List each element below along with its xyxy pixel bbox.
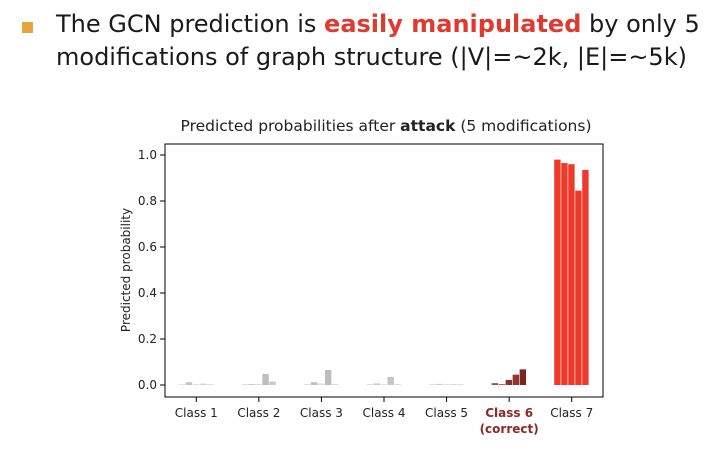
slide-headline: The GCN prediction is easily manipulated… bbox=[56, 8, 710, 74]
bar bbox=[366, 384, 373, 385]
bar bbox=[582, 169, 589, 385]
y-tick-label: 0.6 bbox=[138, 240, 157, 254]
headline-text-part1: The GCN prediction is bbox=[56, 10, 325, 38]
y-tick-label: 1.0 bbox=[138, 148, 157, 162]
bar bbox=[373, 383, 380, 385]
bar bbox=[519, 369, 527, 385]
y-tick-label: 0.2 bbox=[138, 332, 157, 346]
y-tick-label: 0.0 bbox=[138, 378, 157, 392]
bar bbox=[310, 382, 318, 385]
bar bbox=[443, 384, 450, 385]
bar bbox=[387, 376, 394, 385]
bar bbox=[561, 163, 568, 385]
headline-emphasis: easily manipulated bbox=[324, 10, 582, 38]
x-tick-label: Class 2 bbox=[237, 406, 280, 420]
x-tick-label: Class 5 bbox=[425, 406, 468, 420]
x-tick-label: Class 4 bbox=[362, 406, 405, 420]
chart-title-suffix: (5 modifications) bbox=[455, 117, 591, 135]
bar bbox=[436, 383, 443, 385]
bar bbox=[457, 384, 464, 385]
x-tick-label: Class 1 bbox=[175, 406, 218, 420]
bar bbox=[248, 384, 255, 385]
bar bbox=[255, 383, 262, 385]
bar bbox=[199, 383, 207, 385]
y-tick-label: 0.4 bbox=[138, 286, 157, 300]
bar bbox=[317, 383, 325, 385]
chart-title-bold: attack bbox=[400, 117, 456, 135]
x-tick-label: Class 6 bbox=[485, 406, 533, 420]
bar bbox=[185, 382, 193, 385]
x-tick-label: Class 3 bbox=[300, 406, 343, 420]
bar bbox=[380, 384, 387, 385]
bar bbox=[324, 370, 332, 385]
bar bbox=[554, 159, 561, 385]
bar bbox=[394, 384, 401, 385]
bar bbox=[498, 384, 506, 385]
chart-title: Predicted probabilities after attack (5 … bbox=[181, 117, 592, 135]
bar bbox=[331, 384, 339, 385]
y-axis: 0.0 0.2 0.4 0.6 0.8 1.0 bbox=[138, 148, 165, 392]
bar bbox=[206, 384, 214, 385]
bar bbox=[241, 384, 248, 385]
bar bbox=[269, 381, 276, 385]
bar bbox=[568, 164, 575, 385]
plot-frame bbox=[164, 143, 604, 398]
headline-text-part2: by only 5 modifications of graph structu… bbox=[56, 10, 700, 71]
x-axis: Class 1 Class 2 Class 3 Class 4 Class 5 Class… bbox=[175, 397, 593, 436]
bar bbox=[450, 384, 457, 385]
bars-group bbox=[178, 159, 589, 385]
chart-title-prefix: Predicted probabilities after bbox=[181, 117, 401, 135]
bar bbox=[512, 374, 520, 385]
bar bbox=[575, 190, 582, 385]
bar bbox=[192, 384, 200, 385]
bar bbox=[178, 384, 186, 385]
y-axis-label: Predicted probability bbox=[119, 208, 133, 332]
bar bbox=[505, 379, 513, 385]
bullet-square-icon bbox=[22, 22, 33, 33]
x-tick-sublabel: (correct) bbox=[480, 422, 539, 436]
x-tick-label: Class 7 bbox=[550, 406, 593, 420]
bullet-point: The GCN prediction is easily manipulated… bbox=[20, 8, 710, 74]
bar bbox=[303, 384, 311, 385]
y-tick-label: 0.8 bbox=[138, 194, 157, 208]
bar bbox=[262, 373, 269, 385]
bar bbox=[491, 383, 499, 385]
bar bbox=[429, 384, 436, 385]
